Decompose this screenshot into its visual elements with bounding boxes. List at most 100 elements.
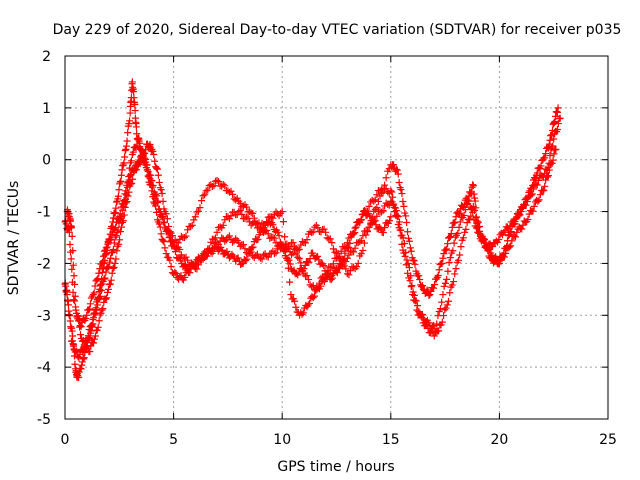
data-point	[530, 185, 538, 193]
data-point	[298, 238, 306, 246]
data-point	[328, 274, 336, 282]
data-point	[508, 237, 516, 245]
data-point	[315, 256, 323, 264]
data-point	[430, 284, 438, 292]
data-point	[154, 171, 162, 179]
data-point	[213, 228, 221, 236]
data-point	[394, 170, 402, 178]
data-point	[110, 239, 118, 247]
data-point	[425, 292, 433, 300]
data-point	[96, 292, 104, 300]
data-point	[99, 252, 107, 260]
data-point	[213, 176, 221, 184]
data-point	[441, 306, 449, 314]
data-point	[106, 280, 114, 288]
data-point	[121, 147, 129, 155]
data-point	[426, 291, 434, 299]
data-point	[301, 261, 309, 269]
data-point	[89, 291, 97, 299]
data-point	[281, 233, 289, 241]
data-point	[120, 197, 128, 205]
data-point	[384, 200, 392, 208]
data-point	[550, 135, 558, 143]
data-point	[139, 147, 147, 155]
data-point	[129, 148, 137, 156]
data-point	[260, 251, 268, 259]
data-point	[545, 159, 553, 167]
data-point	[279, 241, 287, 249]
data-point	[438, 260, 446, 268]
x-tick-label: 15	[382, 432, 400, 448]
data-point	[445, 297, 453, 305]
data-point	[373, 212, 381, 220]
data-point	[305, 276, 313, 284]
data-point	[123, 137, 131, 145]
data-point	[411, 260, 419, 268]
data-point	[153, 165, 161, 173]
data-point	[112, 204, 120, 212]
data-point	[387, 213, 395, 221]
data-point	[365, 202, 373, 210]
data-point	[203, 252, 211, 260]
data-point	[450, 239, 458, 247]
data-point	[130, 167, 138, 175]
data-point	[227, 187, 235, 195]
data-point	[186, 269, 194, 277]
data-point	[198, 253, 206, 261]
data-point	[115, 186, 123, 194]
data-point	[395, 179, 403, 187]
axis-ticks	[64, 55, 609, 420]
data-point	[90, 339, 98, 347]
data-point	[269, 221, 277, 229]
data-point	[67, 248, 75, 256]
data-point	[456, 209, 464, 217]
data-point	[170, 243, 178, 251]
data-point	[507, 242, 515, 250]
data-point	[413, 306, 421, 314]
data-point	[399, 197, 407, 205]
data-point	[130, 88, 138, 96]
data-point	[365, 223, 373, 231]
data-point	[433, 320, 441, 328]
data-point	[444, 267, 452, 275]
data-point	[341, 249, 349, 257]
data-point	[438, 298, 446, 306]
data-point	[320, 225, 328, 233]
data-point	[493, 255, 501, 263]
data-point	[219, 180, 227, 188]
data-point	[325, 270, 333, 278]
data-point	[323, 234, 331, 242]
data-point	[258, 255, 266, 263]
data-point	[522, 201, 530, 209]
data-point	[229, 238, 237, 246]
data-point	[136, 139, 144, 147]
data-point	[287, 291, 295, 299]
data-point	[404, 228, 412, 236]
data-point	[229, 190, 237, 198]
data-point	[153, 208, 161, 216]
data-point	[337, 247, 345, 255]
data-point	[277, 209, 285, 217]
data-point	[116, 210, 124, 218]
data-point	[556, 114, 564, 122]
data-point	[393, 166, 401, 174]
data-point	[122, 142, 130, 150]
data-point	[134, 136, 142, 144]
data-point	[345, 251, 353, 259]
series-track-a	[61, 78, 562, 382]
data-point	[328, 239, 336, 247]
data-point	[102, 295, 110, 303]
data-point	[140, 152, 148, 160]
data-point	[207, 238, 215, 246]
data-point	[279, 218, 287, 226]
data-point	[438, 318, 446, 326]
data-point	[534, 176, 542, 184]
data-point	[382, 185, 390, 193]
data-point	[401, 252, 409, 260]
data-point	[102, 244, 110, 252]
data-point	[294, 253, 302, 261]
data-point	[74, 312, 82, 320]
data-point	[527, 191, 535, 199]
data-point	[469, 182, 477, 190]
data-point	[466, 203, 474, 211]
